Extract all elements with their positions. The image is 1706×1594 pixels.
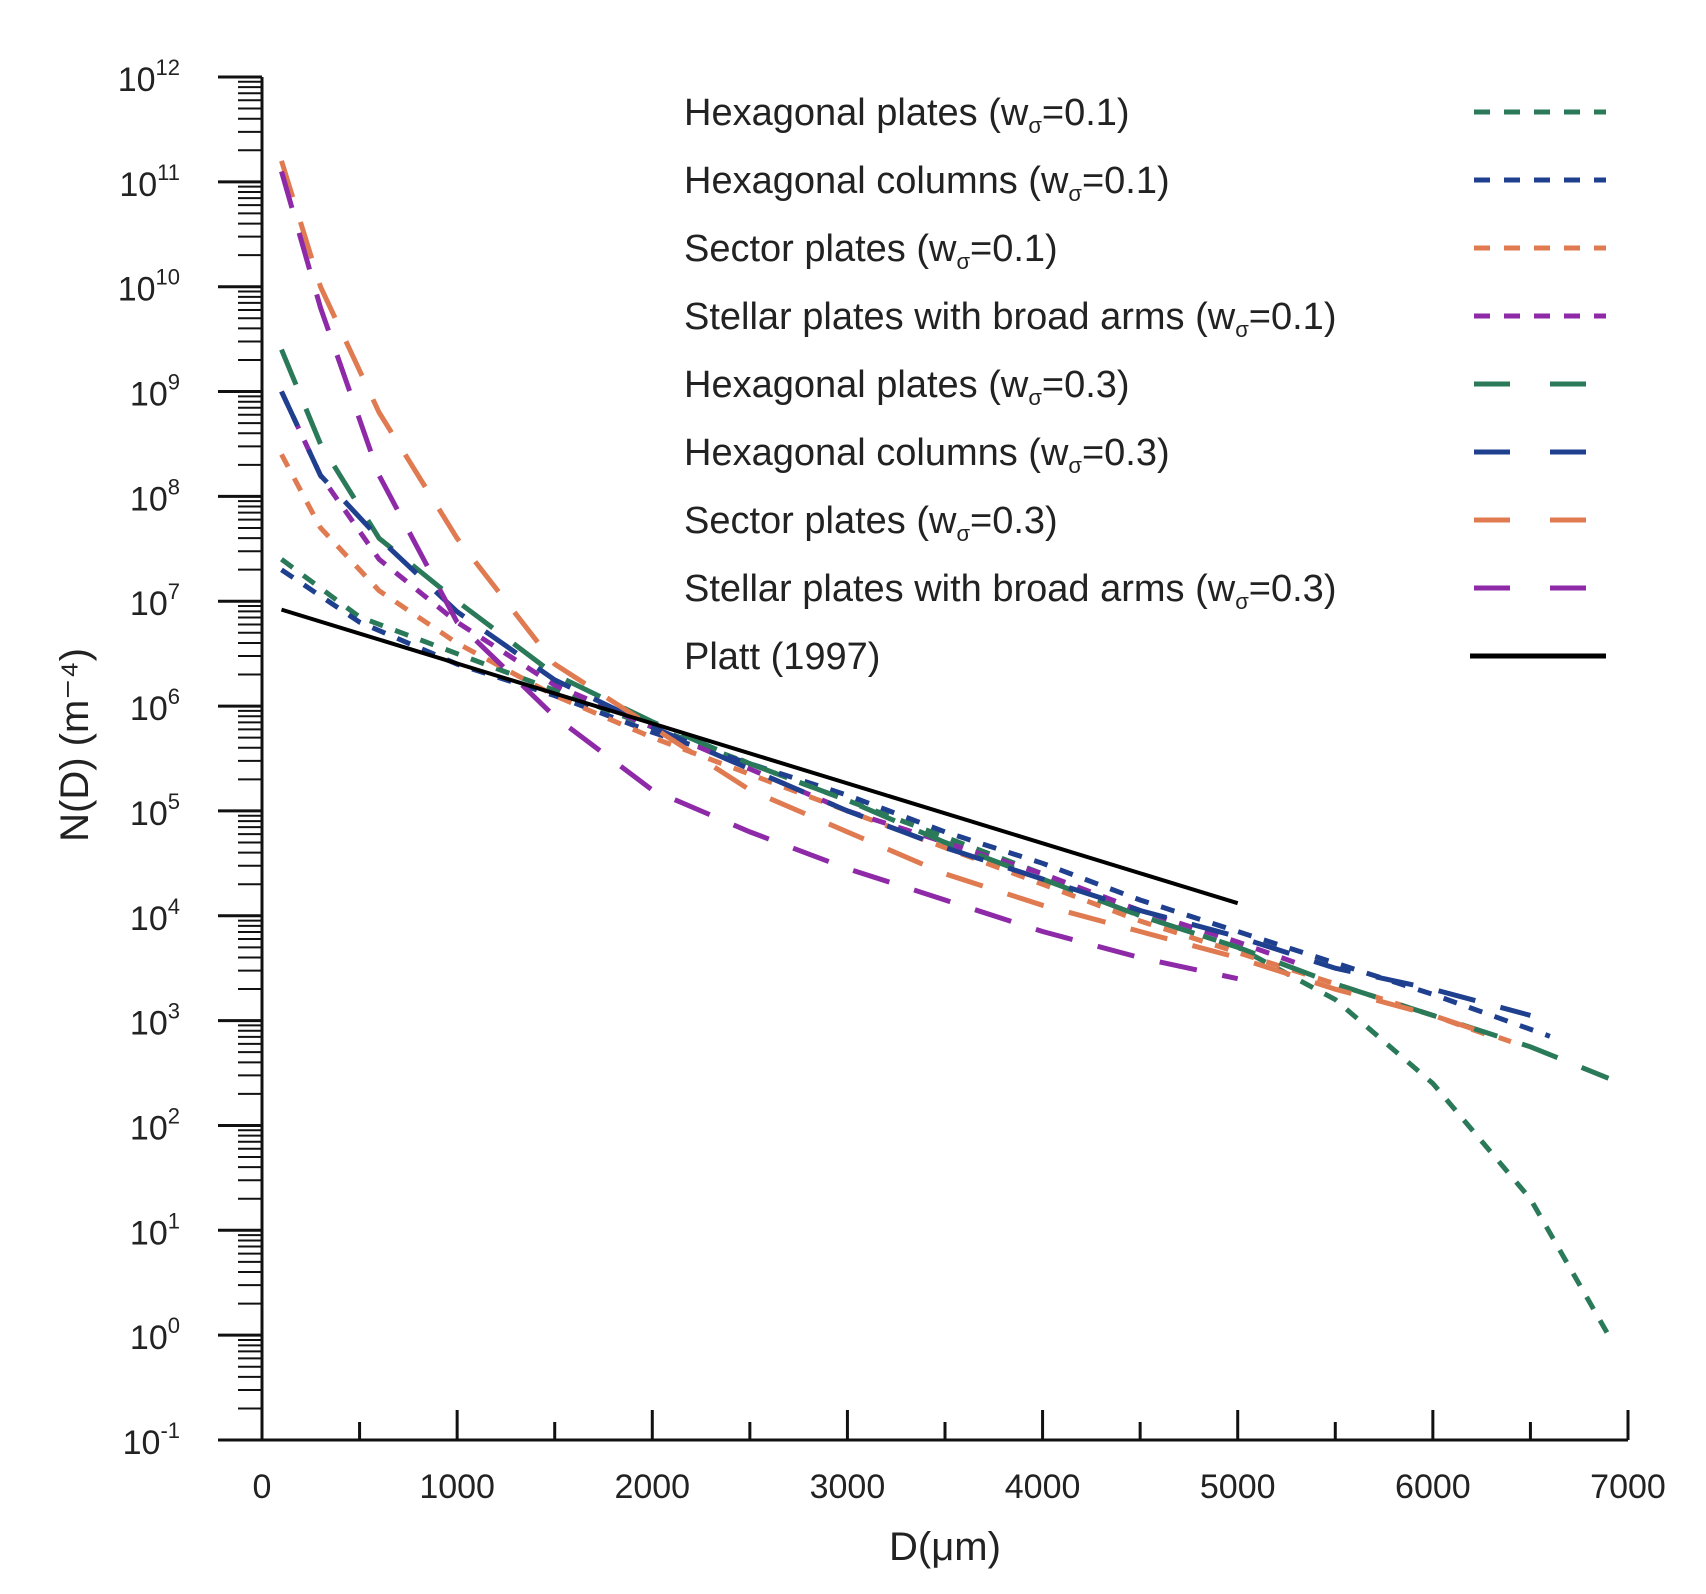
legend-label-9: Platt (1997) xyxy=(684,636,880,678)
series-line-6 xyxy=(279,390,1532,1018)
legend-label-1: Hexagonal plates (wσ=0.1) xyxy=(684,92,1130,138)
legend-label-4: Stellar plates with broad arms (wσ=0.1) xyxy=(684,296,1336,342)
legend-label-6: Hexagonal columns (wσ=0.3) xyxy=(684,432,1170,478)
y-tick-label: 102 xyxy=(130,1103,180,1147)
legend-label-8: Stellar plates with broad arms (wσ=0.3) xyxy=(684,568,1336,614)
x-tick-label: 1000 xyxy=(419,1468,495,1506)
x-tick-label: 2000 xyxy=(614,1468,690,1506)
legend: Hexagonal plates (wσ=0.1) Hexagonal colum… xyxy=(684,92,1606,678)
series-lines xyxy=(279,160,1611,1337)
x-tick-label: 7000 xyxy=(1590,1468,1666,1506)
y-tick-label: 109 xyxy=(130,370,180,414)
x-tick-label: 4000 xyxy=(1005,1468,1081,1506)
y-tick-label: 1012 xyxy=(118,55,180,99)
y-tick-label: 10-1 xyxy=(123,1418,180,1462)
legend-label-7: Sector plates (wσ=0.3) xyxy=(684,500,1058,546)
axis-ticks xyxy=(218,75,1630,1442)
series-line-5 xyxy=(279,348,1610,1081)
y-tick-label: 1010 xyxy=(118,265,180,309)
y-tick-label: 101 xyxy=(130,1208,180,1252)
series-line-7 xyxy=(279,160,1512,1044)
y-tick-label: 100 xyxy=(130,1313,180,1357)
y-tick-label: 108 xyxy=(130,474,180,518)
series-line-8 xyxy=(279,170,1239,982)
y-tick-label: 103 xyxy=(130,999,180,1043)
y-tick-label: 104 xyxy=(130,894,180,938)
legend-label-5: Hexagonal plates (wσ=0.3) xyxy=(684,364,1130,410)
tick-labels: 10-1 100 101 102 103 104 105 106 107 108 109 1010 10… xyxy=(118,55,1666,1506)
x-tick-label: 5000 xyxy=(1200,1468,1276,1506)
x-tick-label: 0 xyxy=(253,1468,272,1506)
series-line-9 xyxy=(280,607,1239,906)
x-tick-label: 3000 xyxy=(810,1468,886,1506)
y-tick-label: 105 xyxy=(130,789,180,833)
x-axis-title: D(μm) xyxy=(889,1525,1001,1569)
y-tick-label: 1011 xyxy=(119,160,180,204)
y-tick-label: 106 xyxy=(130,684,180,728)
x-tick-label: 6000 xyxy=(1395,1468,1471,1506)
y-axis-title: N(D) (m⁻⁴) xyxy=(53,648,97,842)
axes xyxy=(222,77,1628,1442)
legend-label-3: Sector plates (wσ=0.1) xyxy=(684,228,1058,274)
series-line-1 xyxy=(280,557,1611,1337)
legend-label-2: Hexagonal columns (wσ=0.1) xyxy=(684,160,1170,206)
y-tick-label: 107 xyxy=(130,579,180,623)
